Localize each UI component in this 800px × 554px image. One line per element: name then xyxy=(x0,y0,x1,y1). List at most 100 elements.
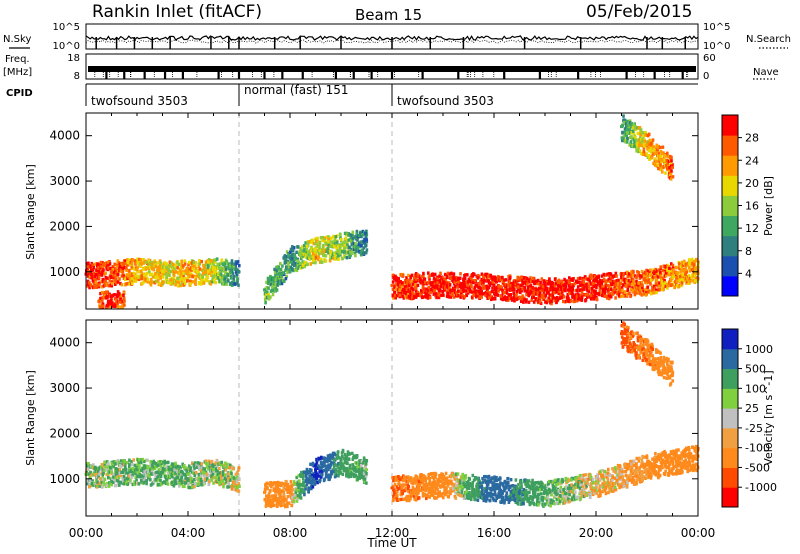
echo-cell xyxy=(152,472,156,476)
echo-cell xyxy=(152,268,156,272)
echo-cell xyxy=(476,291,480,295)
echo-cell xyxy=(338,467,341,471)
echo-cell xyxy=(340,249,344,254)
echo-cell xyxy=(416,283,420,288)
echo-cell xyxy=(333,241,337,245)
echo-cell xyxy=(107,484,111,488)
echo-cell xyxy=(683,259,686,264)
echo-cell xyxy=(451,279,455,283)
echo-cell xyxy=(525,298,528,302)
echo-cell xyxy=(132,271,136,276)
echo-cell xyxy=(568,276,571,280)
echo-cell xyxy=(190,470,194,474)
echo-cell xyxy=(563,287,566,292)
echo-cell xyxy=(124,467,127,472)
echo-cell xyxy=(685,281,688,285)
echo-cell xyxy=(348,463,352,468)
echo-cell xyxy=(402,296,406,300)
echo-cell xyxy=(626,283,630,287)
echo-cell xyxy=(532,291,536,296)
echo-cell xyxy=(677,284,681,289)
echo-cell xyxy=(320,257,323,262)
echo-cell xyxy=(333,238,337,243)
echo-cell xyxy=(98,281,101,285)
echo-cell xyxy=(499,294,503,298)
echo-cell xyxy=(315,476,319,480)
echo-cell xyxy=(620,294,623,298)
echo-cell xyxy=(576,285,580,289)
echo-cell xyxy=(290,267,294,271)
echo-cell xyxy=(301,483,305,488)
echo-cell xyxy=(680,277,684,281)
echo-cell xyxy=(505,291,509,295)
echo-cell xyxy=(655,290,658,295)
echo-cell xyxy=(351,457,355,462)
echo-cell xyxy=(127,474,131,478)
echo-cell xyxy=(446,291,449,295)
echo-cell xyxy=(642,149,646,154)
echo-cell xyxy=(131,258,135,262)
echo-cell xyxy=(113,293,116,297)
echo-cell xyxy=(199,275,203,279)
echo-cell xyxy=(406,296,409,300)
echo-cell xyxy=(159,460,162,464)
echo-data-point xyxy=(645,279,649,283)
echo-cell xyxy=(631,289,635,293)
echo-cell xyxy=(143,464,146,468)
echo-cell xyxy=(508,287,512,291)
echo-cell xyxy=(290,262,294,266)
echo-cell xyxy=(120,480,124,485)
echo-cell xyxy=(399,280,402,284)
echo-cell xyxy=(124,275,128,279)
echo-cell xyxy=(298,252,302,256)
echo-cell xyxy=(265,293,268,297)
echo-cell xyxy=(635,149,638,153)
echo-cell xyxy=(667,164,670,168)
echo-cell xyxy=(185,266,189,271)
echo-cell xyxy=(433,272,437,277)
echo-cell xyxy=(159,474,163,479)
echo-cell xyxy=(315,472,318,477)
echo-cell xyxy=(283,484,287,488)
echo-cell xyxy=(516,283,520,287)
echo-cell xyxy=(562,284,565,288)
echo-cell xyxy=(290,253,293,258)
echo-cell xyxy=(216,464,219,468)
echo-cell xyxy=(517,287,520,292)
echo-cell xyxy=(230,471,233,476)
echo-cell xyxy=(154,471,158,475)
echo-cell xyxy=(654,281,658,286)
echo-cell xyxy=(236,485,239,489)
echo-cell xyxy=(358,233,361,238)
echo-cell xyxy=(475,291,478,296)
echo-cell xyxy=(227,485,231,489)
echo-cell xyxy=(303,492,306,497)
echo-cell xyxy=(295,250,298,254)
echo-cell xyxy=(456,277,460,281)
echo-cell xyxy=(229,478,232,482)
echo-cell xyxy=(438,280,442,284)
echo-cell xyxy=(271,494,275,498)
echo-cell xyxy=(282,500,286,504)
echo-cell xyxy=(295,488,298,492)
echo-cell xyxy=(218,271,221,275)
echo-cell xyxy=(102,471,105,475)
echo-cell xyxy=(142,258,145,262)
echo-cell xyxy=(211,259,214,264)
echo-cell xyxy=(626,274,630,278)
echo-cell xyxy=(449,288,452,293)
echo-cell xyxy=(301,252,304,256)
echo-cell xyxy=(354,241,357,246)
echo-cell xyxy=(466,291,470,295)
echo-cell xyxy=(126,481,130,486)
echo-cell xyxy=(476,276,480,280)
echo-cell xyxy=(278,490,282,494)
echo-cell xyxy=(119,305,123,309)
echo-cell xyxy=(194,267,198,271)
echo-cell xyxy=(344,236,347,241)
echo-cell xyxy=(529,284,533,288)
echo-cell xyxy=(125,273,129,277)
echo-cell xyxy=(691,279,695,283)
echo-cell xyxy=(157,273,161,277)
echo-cell xyxy=(94,280,97,285)
